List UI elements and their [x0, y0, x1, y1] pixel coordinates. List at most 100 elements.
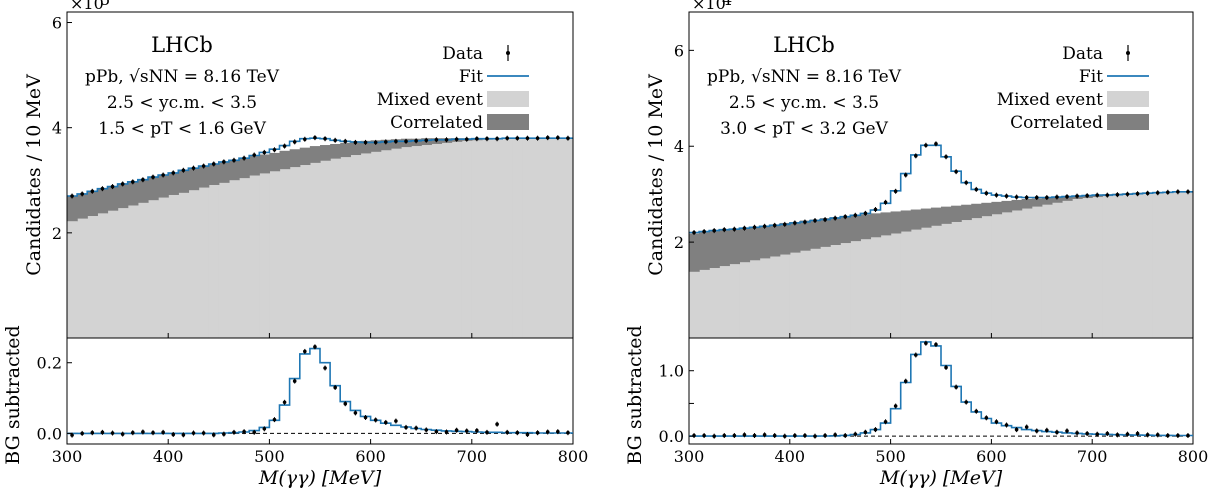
correlated-bin — [107, 186, 119, 211]
mixed-event-bin — [1011, 210, 1023, 338]
lhcb-label: LHCb — [151, 33, 213, 57]
annotation-line: 2.5 < yc.m. < 3.5 — [107, 93, 257, 113]
data-point — [1135, 191, 1140, 196]
mixed-event-bin — [532, 138, 544, 338]
data-point — [994, 193, 999, 197]
data-point — [222, 432, 226, 436]
mixed-event-bin — [991, 214, 1003, 338]
mixed-event-bin — [492, 139, 503, 338]
mixed-event-bin — [1152, 191, 1164, 338]
data-point — [70, 194, 74, 198]
correlated-bin — [991, 201, 1003, 215]
data-point — [151, 430, 155, 435]
data-point — [181, 168, 186, 173]
correlated-bin — [689, 233, 700, 272]
correlated-bin — [981, 202, 992, 217]
y-multiplier-exponent: 5 — [100, 0, 110, 9]
data-point — [191, 166, 196, 170]
correlated-bin — [850, 215, 861, 242]
y-multiplier: ×10 — [70, 0, 104, 13]
correlated-bin — [198, 166, 210, 188]
x-tick-label: 600 — [355, 447, 386, 466]
legend-correlated-swatch — [1107, 114, 1149, 130]
data-point — [353, 411, 358, 415]
data-point — [1004, 194, 1009, 198]
data-point — [333, 385, 337, 390]
correlated-bin — [188, 168, 200, 191]
data-point — [954, 169, 958, 174]
data-point — [272, 147, 277, 152]
data-point — [924, 143, 928, 148]
data-point — [90, 430, 95, 435]
data-point — [363, 415, 368, 420]
data-point — [414, 139, 418, 143]
data-point — [232, 158, 236, 163]
mixed-event-bin — [107, 210, 119, 338]
correlated-bin — [360, 140, 372, 154]
data-point — [545, 135, 550, 140]
data-point — [333, 138, 337, 143]
data-point — [505, 430, 510, 435]
y-tick-label-top: 2 — [674, 233, 684, 252]
correlated-bin — [941, 206, 952, 224]
correlated-bin — [951, 205, 962, 222]
data-point — [475, 136, 479, 141]
data-point — [110, 184, 115, 189]
mixed-event-bin — [461, 140, 473, 338]
data-point — [485, 136, 489, 141]
mixed-event-bin — [289, 167, 301, 338]
mixed-event-bin — [1082, 198, 1093, 338]
correlated-bin — [920, 208, 932, 228]
mixed-event-bin — [910, 229, 922, 338]
data-point — [1176, 433, 1180, 438]
data-point — [934, 142, 938, 146]
mixed-event-bin — [981, 216, 992, 338]
data-point — [974, 187, 979, 192]
mixed-event-bin — [127, 205, 139, 338]
mixed-event-bin — [451, 141, 463, 338]
data-point — [1186, 433, 1190, 438]
mixed-event-bin — [117, 208, 129, 338]
data-point — [464, 137, 469, 142]
correlated-bin — [320, 145, 331, 161]
data-point — [90, 189, 95, 194]
data-point — [702, 433, 706, 438]
correlated-bin — [259, 154, 270, 174]
data-point — [813, 434, 817, 438]
mixed-event-bin — [850, 241, 861, 338]
correlated-bin — [799, 220, 811, 251]
legend-label: Fit — [459, 67, 483, 87]
correlated-bin — [1021, 198, 1033, 209]
data-point — [414, 426, 418, 430]
data-point — [475, 428, 479, 433]
data-point — [1095, 432, 1100, 436]
data-point — [343, 401, 348, 406]
data-point — [556, 429, 560, 434]
data-point — [373, 140, 378, 145]
data-point — [712, 228, 716, 233]
annotation-line: pPb, √sNN = 8.16 TeV — [707, 67, 902, 87]
correlated-bin — [739, 227, 751, 263]
data-point — [454, 428, 459, 433]
panel-left: 2 4 6 ×105 Candidates / 10 MeV 0.0 0.2 BG subtr… — [2, 0, 588, 489]
data-point — [984, 191, 989, 196]
correlated-bin — [269, 152, 281, 172]
data-point — [964, 400, 968, 404]
correlated-bin — [1041, 197, 1053, 205]
mixed-event-bin — [137, 202, 149, 338]
mixed-event-bin — [749, 260, 761, 338]
mixed-event-bin — [1182, 191, 1194, 338]
data-point — [242, 429, 246, 434]
mixed-event-bin — [1041, 204, 1053, 338]
data-point — [1004, 423, 1009, 427]
fit-line-bg-subtracted — [689, 341, 1193, 437]
data-point — [424, 138, 429, 143]
data-point — [1166, 433, 1170, 438]
data-point — [424, 428, 429, 432]
data-point — [1105, 431, 1110, 436]
data-point — [262, 150, 267, 155]
data-point — [171, 432, 176, 437]
data-point — [434, 137, 439, 142]
mixed-event-bin — [709, 268, 720, 338]
data-point — [732, 227, 737, 231]
